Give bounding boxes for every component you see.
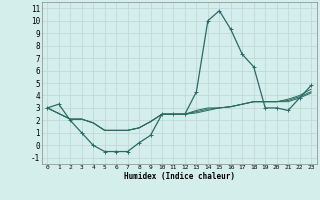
X-axis label: Humidex (Indice chaleur): Humidex (Indice chaleur) [124, 172, 235, 181]
